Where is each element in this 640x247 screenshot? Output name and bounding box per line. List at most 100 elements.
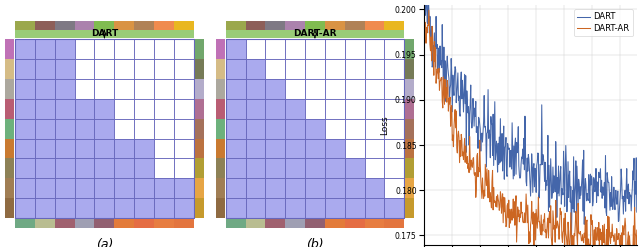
Bar — [115, 99, 134, 119]
Bar — [285, 59, 305, 79]
Bar — [154, 99, 174, 119]
Bar — [174, 178, 194, 198]
Bar — [134, 158, 154, 178]
Bar — [365, 198, 385, 218]
Bar — [154, 79, 174, 99]
Bar — [55, 198, 75, 218]
Bar — [115, 219, 134, 228]
Bar — [134, 79, 154, 99]
Bar — [134, 21, 154, 30]
Bar — [365, 39, 385, 59]
Bar — [266, 79, 285, 99]
Bar — [365, 219, 385, 228]
Bar — [226, 39, 404, 218]
Bar — [154, 139, 174, 158]
Bar — [246, 21, 266, 30]
Text: DART-AR: DART-AR — [293, 29, 337, 39]
Bar — [405, 59, 414, 79]
Bar — [134, 178, 154, 198]
Bar — [385, 178, 404, 198]
Bar — [285, 21, 305, 30]
Line: DART: DART — [425, 0, 637, 244]
DART — [460, 110, 467, 113]
Bar — [216, 139, 225, 158]
Bar — [154, 59, 174, 79]
Bar — [246, 158, 266, 178]
Bar — [266, 219, 285, 228]
Bar — [365, 178, 385, 198]
DART — [568, 243, 575, 246]
Bar — [305, 158, 325, 178]
Bar — [305, 178, 325, 198]
DART — [579, 210, 587, 213]
Bar — [195, 79, 204, 99]
Bar — [55, 178, 75, 198]
DART-AR — [516, 213, 524, 216]
Bar — [134, 99, 154, 119]
Bar — [325, 158, 345, 178]
Bar — [325, 79, 345, 99]
Bar — [195, 139, 204, 158]
Bar — [195, 59, 204, 79]
Bar — [285, 99, 305, 119]
Bar — [75, 59, 95, 79]
Text: (b): (b) — [306, 238, 324, 247]
Bar — [385, 59, 404, 79]
Bar — [216, 59, 225, 79]
Bar — [285, 158, 305, 178]
Bar — [95, 158, 115, 178]
DART — [633, 211, 640, 214]
Bar — [365, 79, 385, 99]
Bar — [35, 21, 55, 30]
DART-AR — [579, 233, 586, 236]
Bar — [365, 139, 385, 158]
Bar — [154, 178, 174, 198]
Bar — [216, 158, 225, 178]
Bar — [226, 59, 246, 79]
Bar — [55, 21, 75, 30]
Bar — [385, 21, 404, 30]
Bar — [15, 39, 35, 59]
DART-AR — [547, 236, 555, 239]
Bar — [95, 99, 115, 119]
Bar — [174, 79, 194, 99]
Bar — [226, 198, 246, 218]
Bar — [246, 139, 266, 158]
Bar — [266, 21, 285, 30]
Bar — [95, 139, 115, 158]
Bar — [35, 158, 55, 178]
Bar — [266, 99, 285, 119]
Bar — [55, 79, 75, 99]
Bar — [75, 39, 95, 59]
Bar — [216, 99, 225, 119]
DART — [584, 199, 592, 202]
Bar — [154, 158, 174, 178]
Bar — [226, 119, 246, 139]
Bar — [365, 21, 385, 30]
Bar — [174, 59, 194, 79]
Bar — [405, 178, 414, 198]
Bar — [345, 178, 365, 198]
Bar — [174, 139, 194, 158]
Bar — [154, 21, 174, 30]
Bar — [154, 198, 174, 218]
Bar — [345, 158, 365, 178]
Bar — [266, 139, 285, 158]
Bar — [15, 219, 35, 228]
Bar — [305, 99, 325, 119]
Bar — [325, 39, 345, 59]
Bar — [305, 119, 325, 139]
Bar — [325, 99, 345, 119]
Bar — [195, 39, 204, 59]
Bar — [226, 139, 246, 158]
Bar — [75, 139, 95, 158]
Bar — [266, 39, 285, 59]
Bar — [195, 178, 204, 198]
Bar — [365, 119, 385, 139]
DART — [516, 177, 524, 180]
Bar — [115, 178, 134, 198]
Bar — [345, 119, 365, 139]
DART-AR — [584, 237, 592, 240]
Bar — [15, 30, 194, 38]
Bar — [174, 198, 194, 218]
